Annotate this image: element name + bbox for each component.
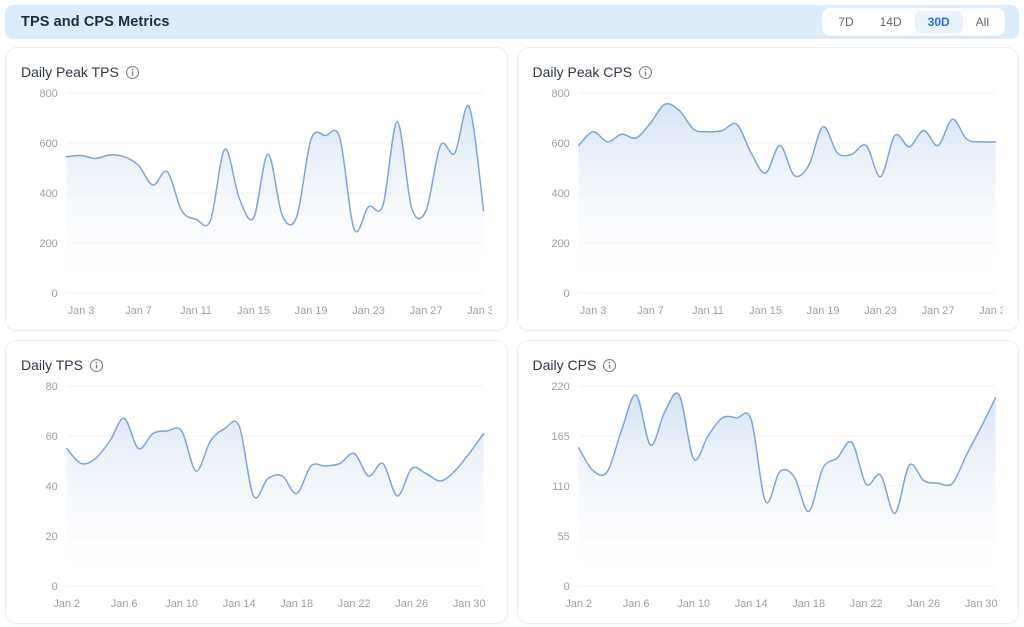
- svg-text:Jan 14: Jan 14: [223, 598, 256, 610]
- svg-text:Jan 7: Jan 7: [637, 305, 664, 317]
- svg-text:Jan 15: Jan 15: [749, 305, 782, 317]
- svg-text:Jan 27: Jan 27: [410, 305, 443, 317]
- svg-text:20: 20: [46, 531, 58, 543]
- svg-text:400: 400: [40, 188, 58, 200]
- chart-title-row: Daily CPS: [533, 354, 1004, 376]
- svg-text:Jan 3: Jan 3: [579, 305, 606, 317]
- svg-text:600: 600: [40, 138, 58, 150]
- svg-text:Jan 10: Jan 10: [165, 598, 198, 610]
- chart-title: Daily Peak TPS: [21, 64, 119, 80]
- svg-text:55: 55: [557, 531, 569, 543]
- svg-text:Jan 14: Jan 14: [734, 598, 767, 610]
- svg-text:800: 800: [551, 88, 569, 100]
- svg-text:Jan 19: Jan 19: [295, 305, 328, 317]
- info-icon[interactable]: [602, 358, 617, 373]
- svg-text:Jan 2: Jan 2: [53, 598, 80, 610]
- range-all-button[interactable]: All: [963, 11, 1002, 33]
- chart-title-row: Daily Peak CPS: [533, 61, 1004, 83]
- info-icon-glyph: [89, 358, 104, 372]
- info-icon[interactable]: [89, 358, 104, 373]
- range-7d-button[interactable]: 7D: [825, 11, 866, 33]
- info-icon-glyph: [603, 358, 617, 372]
- range-30d-button[interactable]: 30D: [914, 11, 963, 33]
- svg-text:Jan 31: Jan 31: [979, 305, 1003, 317]
- svg-text:Jan 22: Jan 22: [338, 598, 371, 610]
- svg-text:400: 400: [551, 188, 569, 200]
- svg-text:Jan 10: Jan 10: [677, 598, 710, 610]
- charts-grid: Daily Peak TPS 0 200 400 600 800 Jan 3 Jan 7 Ja…: [5, 47, 1019, 624]
- svg-text:Jan 26: Jan 26: [395, 598, 428, 610]
- info-icon[interactable]: [125, 65, 140, 80]
- svg-text:Jan 3: Jan 3: [68, 305, 95, 317]
- svg-text:Jan 11: Jan 11: [180, 305, 212, 317]
- svg-text:Jan 30: Jan 30: [453, 598, 486, 610]
- daily-peak-tps-chart[interactable]: 0 200 400 600 800 Jan 3 Jan 7 Jan 11 Jan 15 Jan 1…: [21, 85, 492, 323]
- metrics-header: TPS and CPS Metrics 7D 14D 30D All: [5, 5, 1019, 39]
- svg-text:Jan 22: Jan 22: [849, 598, 882, 610]
- time-range-selector: 7D 14D 30D All: [822, 8, 1005, 36]
- daily-peak-cps-chart[interactable]: 0 200 400 600 800 Jan 3 Jan 7 Jan 11 Jan 15 Jan 1…: [533, 85, 1004, 323]
- svg-text:Jan 23: Jan 23: [352, 305, 385, 317]
- svg-text:800: 800: [40, 88, 58, 100]
- svg-text:Jan 15: Jan 15: [237, 305, 270, 317]
- svg-text:Jan 31: Jan 31: [467, 305, 491, 317]
- info-icon[interactable]: [638, 65, 653, 80]
- svg-text:200: 200: [40, 238, 58, 250]
- chart-card-daily-peak-tps: Daily Peak TPS 0 200 400 600 800 Jan 3 Jan 7 Ja…: [5, 47, 508, 331]
- svg-text:600: 600: [551, 138, 569, 150]
- svg-text:80: 80: [46, 381, 58, 393]
- chart-card-daily-tps: Daily TPS 0 20 40 60 80 Jan 2 Jan 6 Jan 10 Jan 1…: [5, 340, 508, 624]
- svg-text:110: 110: [552, 481, 569, 493]
- svg-text:40: 40: [46, 481, 58, 493]
- svg-text:Jan 26: Jan 26: [907, 598, 940, 610]
- daily-tps-chart[interactable]: 0 20 40 60 80 Jan 2 Jan 6 Jan 10 Jan 14 Jan 18 Jan…: [21, 378, 492, 616]
- info-icon-glyph: [639, 65, 653, 79]
- svg-text:Jan 6: Jan 6: [111, 598, 138, 610]
- svg-text:0: 0: [52, 288, 58, 300]
- chart-title-row: Daily Peak TPS: [21, 61, 492, 83]
- svg-text:Jan 27: Jan 27: [921, 305, 954, 317]
- svg-text:60: 60: [46, 431, 58, 443]
- svg-text:Jan 2: Jan 2: [565, 598, 592, 610]
- svg-text:Jan 18: Jan 18: [792, 598, 825, 610]
- chart-title: Daily Peak CPS: [532, 64, 633, 80]
- svg-text:Jan 6: Jan 6: [622, 598, 649, 610]
- svg-text:Jan 18: Jan 18: [280, 598, 313, 610]
- svg-text:Jan 7: Jan 7: [125, 305, 152, 317]
- svg-text:220: 220: [551, 381, 569, 393]
- chart-card-daily-cps: Daily CPS 0 55 110 165 220 Jan 2 Jan 6 Jan 10 Ja…: [516, 340, 1019, 624]
- svg-text:165: 165: [551, 431, 569, 443]
- svg-text:0: 0: [563, 581, 569, 593]
- svg-text:Jan 30: Jan 30: [964, 598, 997, 610]
- chart-title: Daily TPS: [21, 357, 83, 373]
- svg-text:200: 200: [551, 238, 569, 250]
- svg-text:Jan 23: Jan 23: [864, 305, 897, 317]
- svg-text:Jan 19: Jan 19: [806, 305, 839, 317]
- page-title: TPS and CPS Metrics: [21, 14, 170, 30]
- svg-text:0: 0: [52, 581, 58, 593]
- daily-cps-chart[interactable]: 0 55 110 165 220 Jan 2 Jan 6 Jan 10 Jan 14 Jan 18…: [533, 378, 1004, 616]
- info-icon-glyph: [125, 65, 139, 79]
- range-14d-button[interactable]: 14D: [867, 11, 915, 33]
- chart-title: Daily CPS: [532, 357, 597, 373]
- chart-title-row: Daily TPS: [21, 354, 492, 376]
- chart-card-daily-peak-cps: Daily Peak CPS 0 200 400 600 800 Jan 3 Jan 7 Ja…: [516, 47, 1019, 331]
- svg-text:0: 0: [563, 288, 569, 300]
- svg-text:Jan 11: Jan 11: [692, 305, 724, 317]
